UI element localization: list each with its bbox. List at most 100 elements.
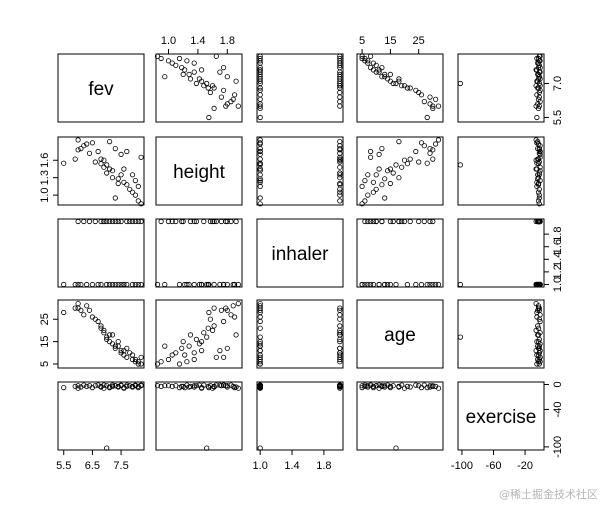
point-inhaler-fev-20 (115, 218, 121, 225)
point-fev-age-39 (382, 74, 388, 80)
x-tick-label-age-2: 25 (413, 35, 425, 47)
point-fev-height-22 (191, 69, 197, 75)
point-height-age-17 (384, 168, 391, 174)
point-height-age-12 (399, 164, 405, 170)
point-inhaler-height-38 (233, 218, 239, 225)
point-height-exercise-33 (536, 201, 542, 207)
point-inhaler-age-6 (427, 218, 433, 225)
point-inhaler-height-10 (211, 218, 217, 225)
point-fev-inhaler-4 (337, 99, 343, 105)
point-age-exercise-36 (533, 327, 539, 333)
point-inhaler-age-38 (396, 218, 402, 225)
panel-age-vs-height (155, 299, 243, 369)
point-height-fev-10 (98, 156, 104, 162)
point-age-fev-31 (135, 361, 141, 367)
point-height-age-29 (362, 178, 368, 184)
x-tick-label-fev-2: 7.5 (113, 460, 128, 472)
point-fev-height-8 (207, 89, 213, 96)
point-age-height-14 (193, 336, 199, 342)
point-height-inhaler-26 (337, 186, 343, 192)
point-inhaler-fev-10 (98, 218, 104, 225)
point-fev-age-19 (382, 71, 388, 78)
point-fev-age-7 (418, 92, 425, 98)
point-height-exercise-34 (537, 154, 543, 160)
point-height-fev-16 (109, 175, 116, 181)
point-inhaler-fev-34 (138, 218, 144, 225)
point-inhaler-fev-7 (89, 281, 96, 288)
point-age-inhaler-4 (337, 312, 343, 318)
point-height-age-23 (370, 179, 376, 185)
point-exercise-age-13 (393, 445, 399, 451)
panel-height-vs-age (356, 136, 444, 206)
point-inhaler-height-29 (184, 281, 190, 288)
point-exercise-fev-12 (101, 382, 107, 388)
point-inhaler-fev-30 (132, 218, 138, 225)
point-exercise-age-38 (396, 384, 402, 390)
point-fev-height-28 (169, 60, 175, 66)
point-age-height-11 (205, 325, 211, 331)
point-inhaler-fev-0 (61, 281, 67, 288)
point-inhaler-exercise-37 (533, 281, 539, 288)
point-height-age-9 (413, 148, 419, 155)
y-tick-label-exercise-1: -40 (552, 401, 564, 417)
point-inhaler-fev-33 (138, 281, 144, 288)
point-exercise-fev-4 (81, 382, 87, 388)
point-fev-inhaler-2 (337, 103, 343, 109)
point-inhaler-fev-2 (75, 218, 81, 225)
point-fev-exercise-12 (537, 83, 543, 89)
point-exercise-height-36 (210, 385, 216, 391)
point-fev-inhaler-34 (337, 53, 343, 59)
point-height-exercise-31 (534, 183, 540, 189)
x-tick-label-inhaler-0: 1.0 (253, 460, 268, 472)
point-age-exercise-32 (535, 359, 542, 365)
point-age-exercise-39 (536, 343, 542, 349)
point-exercise-fev-34 (138, 382, 144, 388)
point-fev-age-15 (387, 78, 393, 84)
panel-age-vs-age (356, 299, 444, 369)
variable-label-height: height (173, 162, 225, 183)
point-fev-height-37 (199, 67, 205, 73)
point-height-fev-13 (104, 162, 110, 168)
x-tick-label-age-1: 15 (384, 35, 396, 47)
point-age-inhaler-13 (257, 334, 263, 340)
x-tick-label-height-2: 1.8 (220, 35, 235, 47)
point-inhaler-height-5 (230, 281, 236, 288)
point-fev-height-39 (162, 74, 168, 80)
point-age-fev-24 (124, 345, 130, 351)
point-height-age-2 (430, 147, 436, 153)
point-fev-height-34 (213, 53, 219, 59)
point-inhaler-height-18 (224, 218, 230, 225)
point-fev-height-30 (165, 58, 172, 64)
point-inhaler-exercise-13 (457, 281, 463, 288)
point-inhaler-age-23 (370, 281, 376, 288)
point-inhaler-height-39 (162, 281, 168, 288)
point-exercise-height-33 (154, 383, 161, 389)
panel-age-vs-inhaler (256, 299, 344, 369)
panel-height-vs-inhaler (256, 136, 344, 206)
point-height-age-31 (359, 183, 365, 189)
point-inhaler-height-8 (207, 218, 213, 225)
point-height-age-10 (407, 156, 413, 162)
point-age-fev-21 (118, 347, 124, 354)
x-tick-label-exercise-2: -20 (517, 460, 533, 472)
point-fev-height-36 (210, 83, 216, 89)
point-height-fev-11 (98, 161, 104, 167)
point-fev-height-9 (221, 87, 227, 93)
panel-inhaler-vs-age (356, 218, 444, 288)
point-inhaler-fev-37 (121, 281, 127, 288)
point-height-exercise-21 (537, 151, 543, 157)
point-fev-height-3 (224, 101, 230, 107)
point-age-height-10 (211, 323, 217, 329)
point-age-fev-4 (81, 312, 87, 318)
point-exercise-age-37 (376, 385, 382, 391)
point-exercise-age-20 (387, 383, 393, 389)
point-age-inhaler-5 (257, 303, 263, 309)
point-height-inhaler-39 (257, 195, 263, 201)
point-height-fev-14 (104, 170, 110, 176)
point-fev-inhaler-37 (257, 67, 263, 73)
point-inhaler-fev-27 (129, 281, 136, 288)
point-inhaler-height-12 (201, 218, 207, 225)
point-inhaler-height-30 (165, 218, 172, 225)
point-age-inhaler-20 (337, 338, 343, 345)
point-age-inhaler-2 (337, 305, 343, 311)
